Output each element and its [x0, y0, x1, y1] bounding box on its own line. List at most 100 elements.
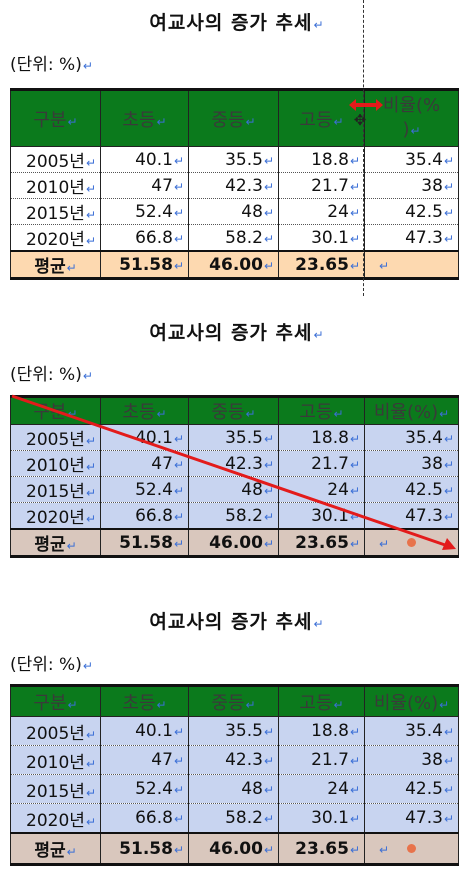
table-cell[interactable]: 23.65↵ [278, 832, 365, 865]
table-cell[interactable]: 42.5↵ [364, 774, 459, 804]
data-table[interactable]: 구분↵ 초등↵ 중등↵ 고등↵ 비율(%)↵ 2005년↵ 40.1↵ 35.5… [10, 88, 459, 280]
table-cell[interactable]: 58.2↵ [188, 803, 279, 834]
table-cell[interactable]: 평균↵ [10, 832, 101, 865]
table-cell[interactable]: 24↵ [278, 774, 365, 804]
table-cell[interactable]: 2020년↵ [10, 502, 101, 530]
table-cell[interactable]: 48↵ [188, 476, 279, 503]
table-cell[interactable]: 38↵ [364, 172, 459, 199]
data-table[interactable]: 구분↵ 초등↵ 중등↵ 고등↵ 비율(%)↵ 2005년↵ 40.1↵ 35.5… [10, 395, 459, 558]
table-cell[interactable]: 35.4↵ [364, 146, 459, 173]
header-cell[interactable]: 구분↵ [10, 89, 101, 147]
header-cell[interactable]: 비율(%)↵ [364, 89, 459, 147]
table-cell[interactable]: 18.8↵ [278, 716, 365, 746]
table-cell[interactable]: 38↵ [364, 745, 459, 775]
table-cell[interactable]: 35.4↵ [364, 716, 459, 746]
table-cell[interactable]: 51.58↵ [100, 250, 189, 279]
table-cell[interactable]: 2005년↵ [10, 424, 101, 451]
table-cell[interactable]: 35.5↵ [188, 424, 279, 451]
table-cell[interactable]: ↵ [364, 832, 459, 865]
header-cell[interactable]: 중등↵ [188, 396, 279, 425]
table-cell[interactable]: ↵ [364, 250, 459, 279]
table-cell[interactable]: 35.5↵ [188, 716, 279, 746]
table-cell[interactable]: 35.4↵ [364, 424, 459, 451]
table-cell[interactable]: 58.2↵ [188, 224, 279, 252]
table-cell[interactable]: 47↵ [100, 172, 189, 199]
table-cell[interactable]: 21.7↵ [278, 745, 365, 775]
table-cell[interactable]: 66.8↵ [100, 224, 189, 252]
table-cell[interactable]: 21.7↵ [278, 172, 365, 199]
table-cell[interactable]: 48↵ [188, 198, 279, 225]
table-cell[interactable]: 40.1↵ [100, 146, 189, 173]
table-cell[interactable]: 2020년↵ [10, 803, 101, 834]
table-cell[interactable]: 24↵ [278, 198, 365, 225]
table-cell[interactable]: 24↵ [278, 476, 365, 503]
header-cell[interactable]: 고등↵ [278, 396, 365, 425]
table-cell[interactable]: 48↵ [188, 774, 279, 804]
table-cell[interactable]: 30.1↵ [278, 803, 365, 834]
table-cell[interactable]: 42.5↵ [364, 198, 459, 225]
table-cell[interactable]: 2010년↵ [10, 745, 101, 775]
table-row: 2010년↵ 47↵ 42.3↵ 21.7↵ 38↵ [10, 172, 459, 199]
table-row: 2005년↵ 40.1↵ 35.5↵ 18.8↵ 35.4↵ [10, 716, 459, 746]
table-cell[interactable]: 47↵ [100, 745, 189, 775]
table-cell[interactable]: 46.00↵ [188, 250, 279, 279]
table-cell[interactable]: 2015년↵ [10, 476, 101, 503]
table-cell[interactable]: 42.3↵ [188, 745, 279, 775]
table-cell[interactable]: 18.8↵ [278, 424, 365, 451]
table-cell[interactable]: 42.3↵ [188, 172, 279, 199]
table-cell[interactable]: 2010년↵ [10, 172, 101, 199]
table-cell[interactable]: 2020년↵ [10, 224, 101, 252]
table-cell[interactable]: 51.58↵ [100, 832, 189, 865]
table-cell[interactable]: 66.8↵ [100, 803, 189, 834]
title-text: 여교사의 증가 추세 [149, 12, 313, 34]
table-cell[interactable]: 51.58↵ [100, 528, 189, 557]
table-cell[interactable]: 2015년↵ [10, 774, 101, 804]
column-resize-cursor-icon[interactable]: ✥ [353, 111, 367, 129]
table-cell[interactable]: 2005년↵ [10, 716, 101, 746]
table-cell[interactable]: 2015년↵ [10, 198, 101, 225]
table-cell[interactable]: 30.1↵ [278, 224, 365, 252]
unit-text: (단위: %) [10, 655, 82, 675]
table-cell[interactable]: 평균↵ [10, 528, 101, 557]
table-cell[interactable]: 58.2↵ [188, 502, 279, 530]
data-table[interactable]: 구분↵ 초등↵ 중등↵ 고등↵ 비율(%)↵ 2005년↵ 40.1↵ 35.5… [10, 684, 459, 866]
table-cell[interactable]: 52.4↵ [100, 476, 189, 503]
header-cell[interactable]: 구분↵ [10, 685, 101, 717]
table-row: 2015년↵ 52.4↵ 48↵ 24↵ 42.5↵ [10, 198, 459, 225]
table-cell[interactable]: 66.8↵ [100, 502, 189, 530]
table-cell[interactable]: 2010년↵ [10, 450, 101, 477]
table-cell[interactable]: 52.4↵ [100, 198, 189, 225]
average-row: 평균↵ 51.58↵ 46.00↵ 23.65↵ ↵ [10, 528, 459, 557]
header-cell[interactable]: 고등↵ [278, 685, 365, 717]
table-cell[interactable]: 52.4↵ [100, 774, 189, 804]
table-cell[interactable]: 35.5↵ [188, 146, 279, 173]
header-cell[interactable]: 중등↵ [188, 685, 279, 717]
table-cell[interactable]: 18.8↵ [278, 146, 365, 173]
paragraph-mark-icon: ↵ [313, 328, 325, 342]
table-cell[interactable]: 2005년↵ [10, 146, 101, 173]
table-cell[interactable]: 40.1↵ [100, 716, 189, 746]
table-cell[interactable]: 46.00↵ [188, 832, 279, 865]
table-cell[interactable]: 23.65↵ [278, 528, 365, 557]
section-1: 여교사의 증가 추세↵ (단위: %)↵ 구분↵ 초등↵ 중등↵ 고등↵ 비율(… [0, 0, 474, 300]
header-cell[interactable]: 중등↵ [188, 89, 279, 147]
header-cell[interactable]: 비율(%)↵ [364, 685, 459, 717]
table-cell[interactable]: 47↵ [100, 450, 189, 477]
table-cell[interactable]: 23.65↵ [278, 250, 365, 279]
section-3: 여교사의 증가 추세↵ (단위: %)↵ 구분↵ 초등↵ 중등↵ 고등↵ 비율(… [0, 580, 474, 886]
table-row: 2005년↵ 40.1↵ 35.5↵ 18.8↵ 35.4↵ [10, 146, 459, 173]
header-cell[interactable]: 초등↵ [100, 89, 189, 147]
table-cell[interactable]: 47.3↵ [364, 502, 459, 530]
table-cell[interactable]: 46.00↵ [188, 528, 279, 557]
header-cell[interactable]: 초등↵ [100, 685, 189, 717]
header-cell[interactable]: 초등↵ [100, 396, 189, 425]
bullet-dot-icon [407, 844, 417, 853]
table-cell[interactable]: 47.3↵ [364, 224, 459, 252]
paragraph-mark-icon: ↵ [82, 369, 93, 383]
table-cell[interactable]: 38↵ [364, 450, 459, 477]
table-cell[interactable]: 평균↵ [10, 250, 101, 279]
table-cell[interactable]: 42.5↵ [364, 476, 459, 503]
table-cell[interactable]: 47.3↵ [364, 803, 459, 834]
unit-label: (단위: %)↵ [10, 650, 93, 675]
header-cell[interactable]: 비율(%)↵ [364, 396, 459, 425]
